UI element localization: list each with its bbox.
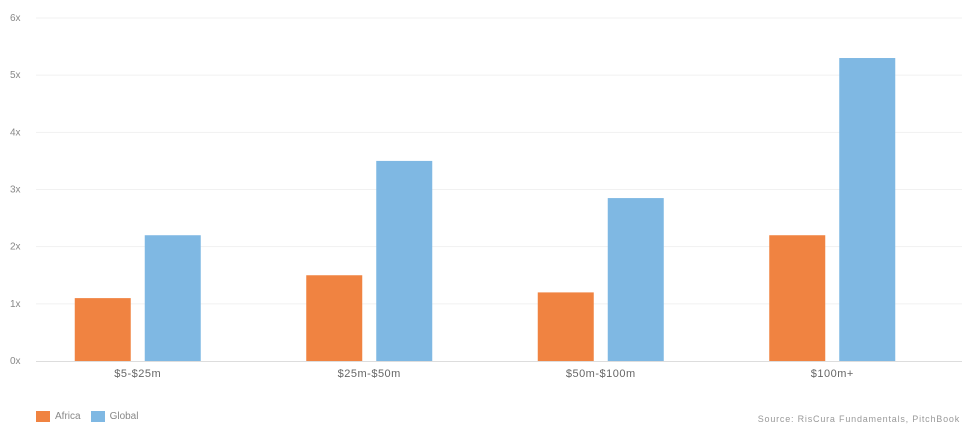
- source-note: Source: RisCura Fundamentals, PitchBook: [757, 414, 960, 424]
- y-tick-label: 5x: [10, 70, 21, 81]
- bar-global: [144, 235, 201, 361]
- legend-label-africa: Africa: [55, 411, 81, 422]
- bar-global: [607, 198, 664, 361]
- y-axis-ticks: 0x 1x 2x 3x 4x 5x 6x: [10, 13, 21, 367]
- legend: Africa Global: [36, 411, 138, 422]
- y-tick-label: 3x: [10, 185, 21, 196]
- y-tick-label: 4x: [10, 127, 21, 138]
- y-tick-label: 0x: [10, 356, 21, 367]
- bar-global: [376, 160, 433, 361]
- legend-swatch-global: [90, 411, 105, 422]
- legend-swatch-africa: [36, 411, 50, 422]
- x-category-label: $5-$25m: [114, 368, 161, 380]
- y-tick-label: 6x: [10, 13, 21, 24]
- x-category-label: $50m-$100m: [566, 368, 636, 380]
- x-category-label: $100m+: [811, 368, 854, 380]
- y-tick-label: 1x: [10, 299, 21, 310]
- bar-africa: [306, 275, 363, 361]
- bars: [74, 58, 896, 362]
- x-category-label: $25m-$50m: [338, 368, 401, 380]
- legend-item-africa: Africa: [36, 411, 81, 422]
- legend-label-global: Global: [109, 411, 139, 422]
- bar-africa: [769, 235, 826, 361]
- bar-africa: [74, 298, 131, 361]
- x-axis-categories: $5-$25m $25m-$50m $50m-$100m $100m+: [114, 368, 853, 380]
- y-tick-label: 2x: [10, 242, 21, 253]
- bar-global: [839, 58, 896, 362]
- bar-africa: [537, 292, 594, 361]
- legend-item-global: Global: [90, 411, 139, 422]
